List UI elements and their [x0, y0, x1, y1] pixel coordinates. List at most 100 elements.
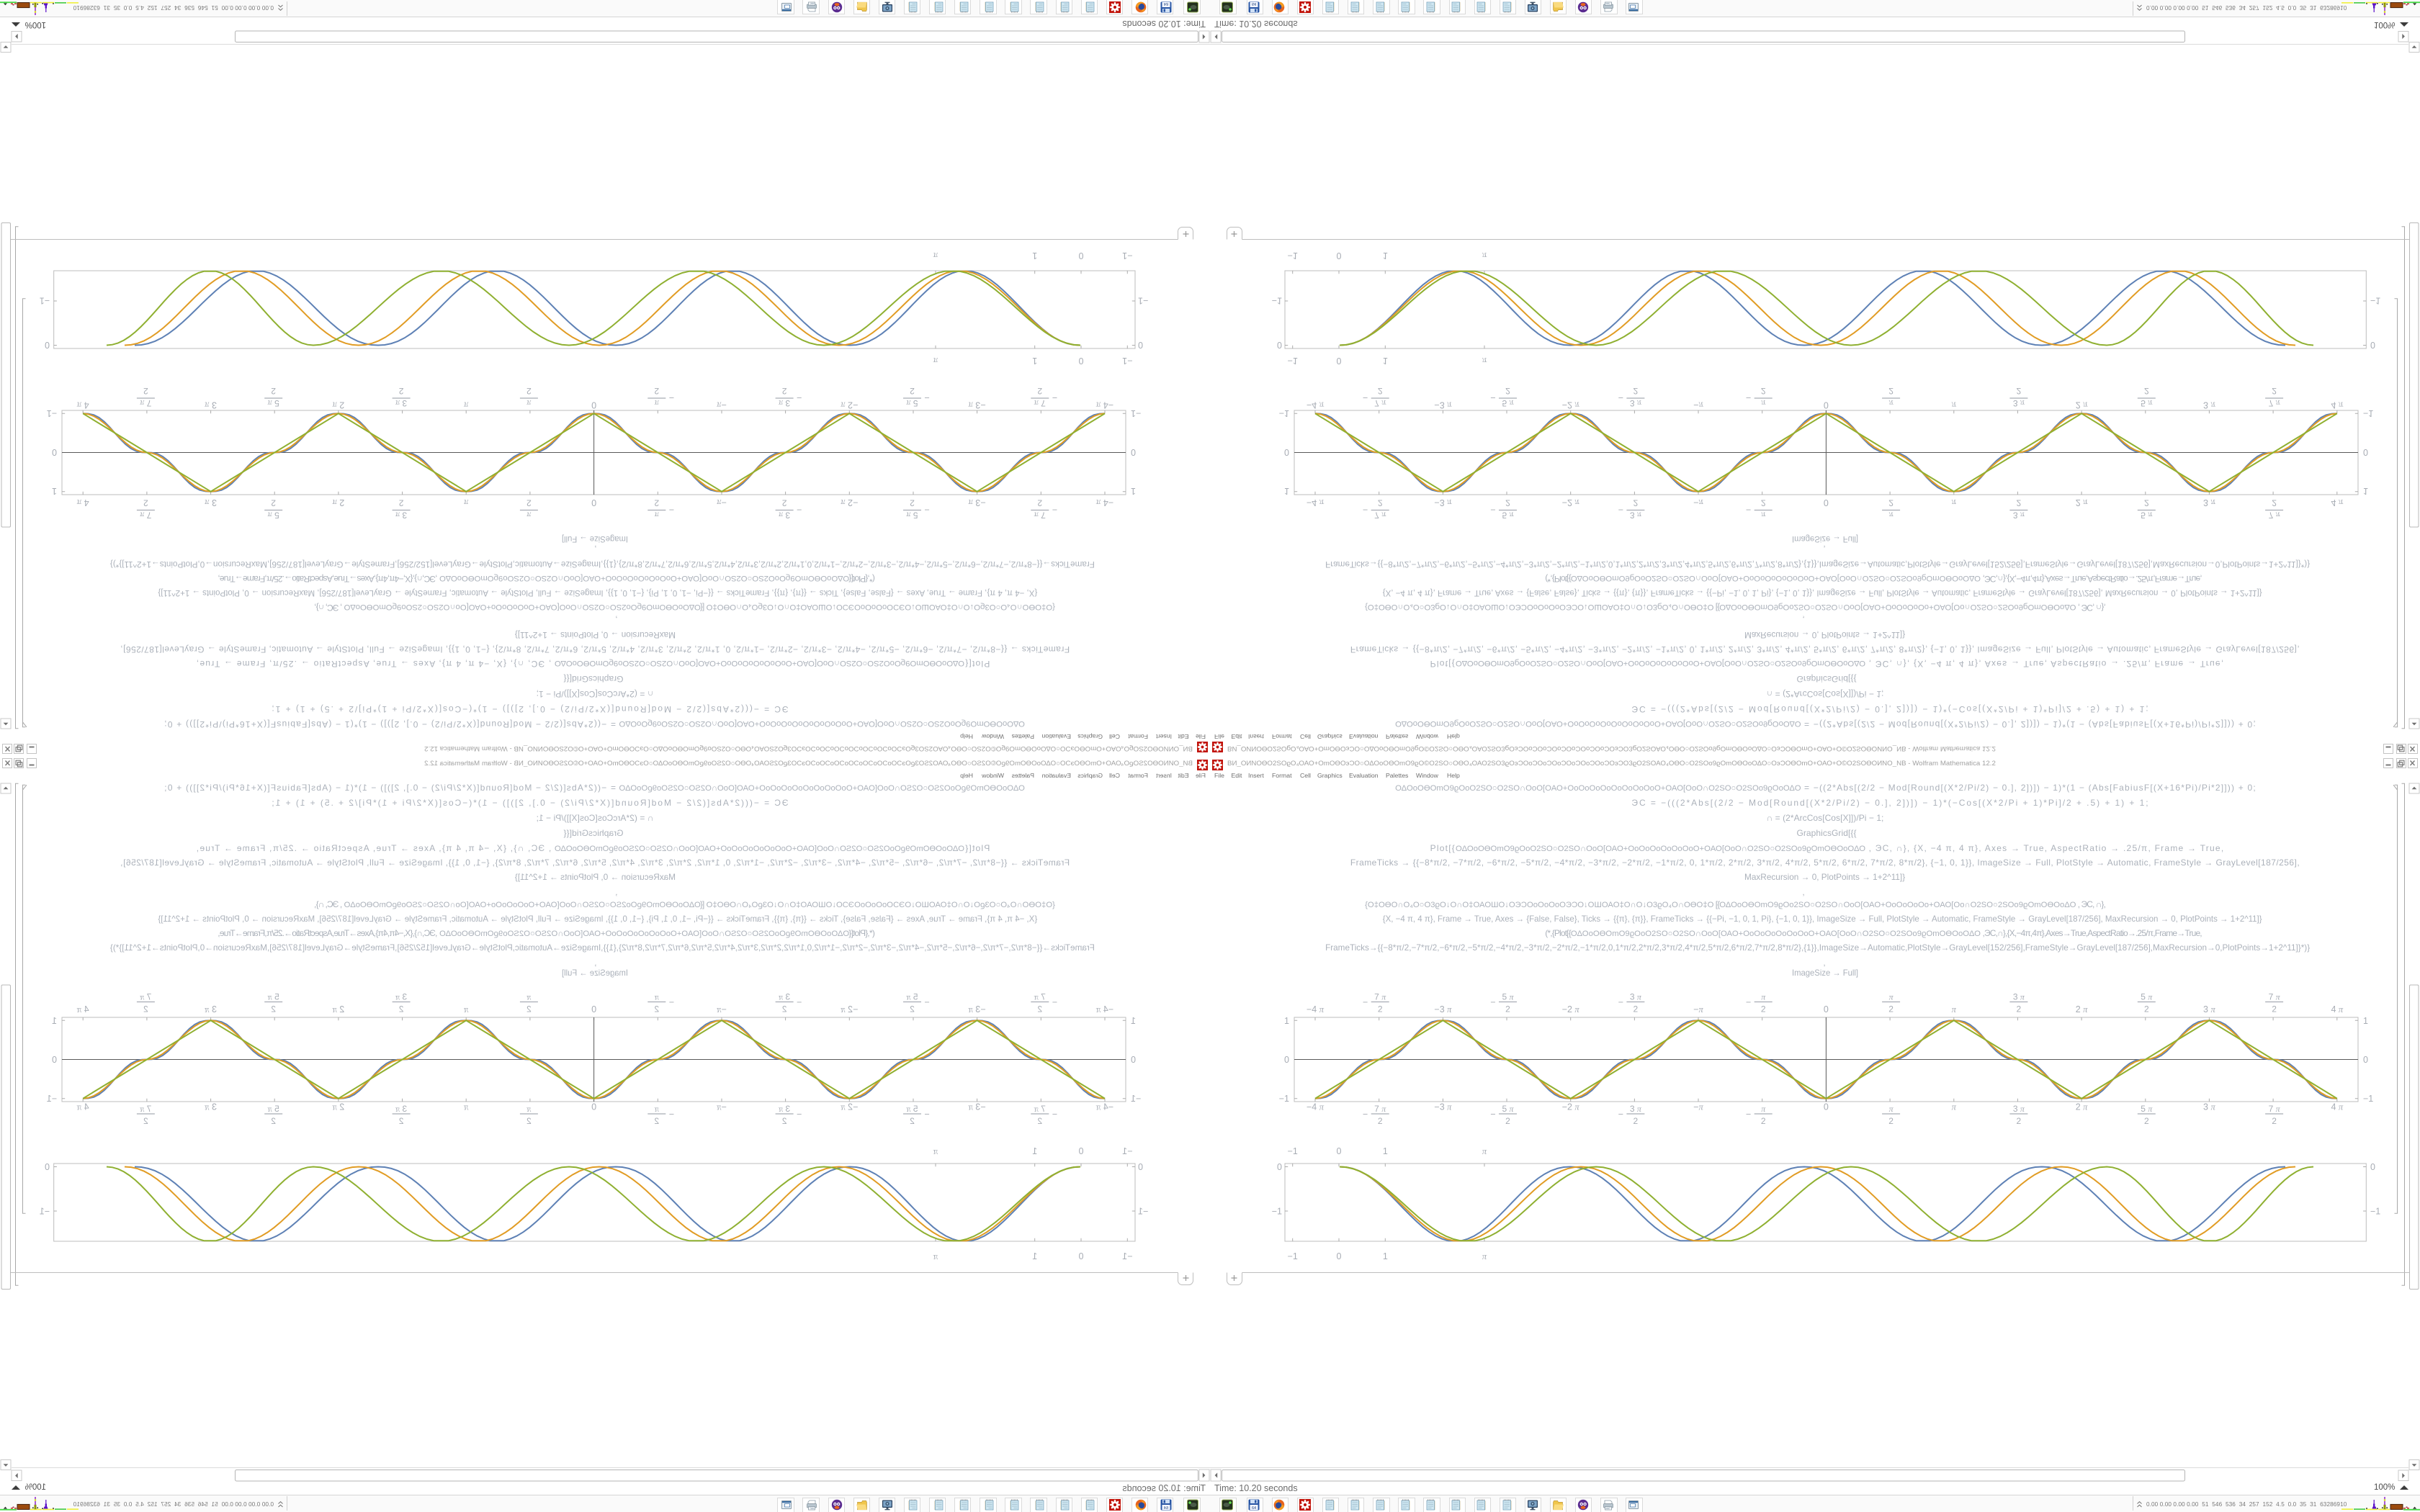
svg-text:0: 0 [2363, 1055, 2368, 1065]
svg-text:0: 0 [1078, 251, 1083, 261]
svg-text:2 π: 2 π [332, 1102, 344, 1112]
svg-text:7 π: 7 π [1374, 1104, 1386, 1114]
svg-text:π: π [1889, 398, 1894, 408]
svg-text:3 π: 3 π [1630, 398, 1642, 408]
svg-text:−1: −1 [1138, 296, 1148, 306]
svg-text:−1: −1 [1122, 356, 1132, 366]
svg-text:1: 1 [1131, 1016, 1136, 1026]
svg-text:π: π [1761, 992, 1766, 1002]
svg-text:2: 2 [1634, 498, 1639, 508]
svg-text:−4 π: −4 π [1307, 1102, 1325, 1112]
svg-text:2: 2 [1634, 1004, 1639, 1014]
svg-text:0: 0 [1078, 1146, 1083, 1156]
svg-text:−1: −1 [1288, 356, 1298, 366]
svg-text:−π: −π [1693, 400, 1703, 410]
svg-text:2: 2 [2272, 1116, 2277, 1126]
svg-text:−1: −1 [2363, 1094, 2373, 1104]
svg-text:−π: −π [1693, 1004, 1703, 1014]
svg-text:π: π [1761, 510, 1766, 521]
svg-text:−2 π: −2 π [1562, 1004, 1580, 1014]
svg-text:3 π: 3 π [395, 992, 407, 1002]
svg-text:1: 1 [1284, 486, 1289, 496]
svg-text:−π: −π [716, 498, 726, 508]
svg-text:−: − [669, 505, 674, 515]
svg-text:0: 0 [1284, 1055, 1289, 1065]
svg-text:−1: −1 [1279, 1094, 1289, 1104]
svg-text:−2 π: −2 π [1562, 400, 1580, 410]
svg-text:2: 2 [1378, 498, 1383, 508]
svg-text:1: 1 [1032, 1251, 1037, 1261]
svg-text:−: − [1052, 1110, 1057, 1120]
svg-text:2: 2 [398, 1004, 403, 1014]
svg-text:3 π: 3 π [2013, 398, 2025, 408]
svg-text:−4 π: −4 π [1095, 1004, 1113, 1014]
svg-text:0: 0 [1131, 447, 1136, 457]
svg-text:0: 0 [1138, 340, 1143, 350]
svg-text:−1: −1 [1279, 408, 1289, 418]
svg-text:4 π: 4 π [76, 1004, 89, 1014]
svg-text:3 π: 3 π [2203, 498, 2215, 508]
svg-text:2: 2 [1037, 1116, 1042, 1126]
svg-text:−1: −1 [1122, 1146, 1132, 1156]
svg-text:2: 2 [654, 386, 659, 396]
svg-text:5 π: 5 π [2141, 992, 2153, 1002]
svg-text:3 π: 3 π [205, 1102, 217, 1112]
svg-text:0: 0 [1277, 340, 1282, 350]
svg-text:−1: −1 [1272, 1207, 1282, 1217]
svg-text:π: π [463, 1102, 468, 1112]
svg-text:−: − [1746, 997, 1751, 1007]
svg-text:−4 π: −4 π [1307, 498, 1325, 508]
svg-text:4 π: 4 π [76, 1102, 89, 1112]
svg-text:−1: −1 [1131, 1094, 1141, 1104]
svg-text:1: 1 [1383, 356, 1388, 366]
svg-text:−: − [797, 393, 802, 403]
svg-text:−: − [797, 997, 802, 1007]
svg-text:3 π: 3 π [2203, 1004, 2215, 1014]
svg-text:−3 π: −3 π [1434, 498, 1452, 508]
svg-text:2: 2 [781, 1116, 786, 1126]
svg-text:−2 π: −2 π [841, 400, 859, 410]
svg-text:0: 0 [1824, 1102, 1829, 1112]
svg-text:2: 2 [2017, 386, 2022, 396]
svg-text:π: π [933, 1146, 938, 1156]
svg-text:7 π: 7 π [1034, 398, 1046, 408]
svg-text:2: 2 [2144, 1004, 2149, 1014]
svg-text:5 π: 5 π [1502, 992, 1514, 1002]
svg-text:3 π: 3 π [2203, 1102, 2215, 1112]
svg-text:1: 1 [1383, 1251, 1388, 1261]
svg-text:4 π: 4 π [2331, 1102, 2343, 1112]
svg-text:π: π [1482, 356, 1487, 366]
svg-text:−: − [1490, 393, 1495, 403]
svg-text:−: − [1363, 393, 1368, 403]
svg-text:4 π: 4 π [76, 498, 89, 508]
svg-text:−2 π: −2 π [1562, 1102, 1580, 1112]
svg-text:−: − [1490, 505, 1495, 515]
svg-text:−3 π: −3 π [968, 400, 986, 410]
svg-text:−1: −1 [1131, 408, 1141, 418]
svg-text:5 π: 5 π [267, 510, 279, 521]
svg-text:0: 0 [1284, 447, 1289, 457]
svg-text:7 π: 7 π [1374, 510, 1386, 521]
svg-text:−1: −1 [2370, 296, 2380, 306]
svg-text:7 π: 7 π [1374, 398, 1386, 408]
svg-text:2: 2 [271, 498, 276, 508]
svg-text:4 π: 4 π [2331, 400, 2343, 410]
svg-text:2 π: 2 π [2076, 1102, 2088, 1112]
svg-text:5 π: 5 π [1502, 1104, 1514, 1114]
svg-text:2: 2 [654, 1116, 659, 1126]
svg-text:2: 2 [910, 1116, 915, 1126]
svg-text:2: 2 [1037, 498, 1042, 508]
svg-text:−4 π: −4 π [1095, 498, 1113, 508]
svg-text:−π: −π [716, 1102, 726, 1112]
svg-text:2: 2 [526, 498, 532, 508]
svg-text:2: 2 [1761, 1004, 1766, 1014]
svg-text:2: 2 [2017, 498, 2022, 508]
svg-text:64: 64 [1164, 2, 1168, 6]
svg-text:5 π: 5 π [2141, 398, 2153, 408]
svg-text:π: π [463, 1004, 468, 1014]
svg-text:1: 1 [1131, 486, 1136, 496]
svg-text:0: 0 [2363, 447, 2368, 457]
svg-text:1: 1 [52, 1016, 57, 1026]
svg-text:−3 π: −3 π [968, 1102, 986, 1112]
svg-text:2: 2 [1761, 386, 1766, 396]
